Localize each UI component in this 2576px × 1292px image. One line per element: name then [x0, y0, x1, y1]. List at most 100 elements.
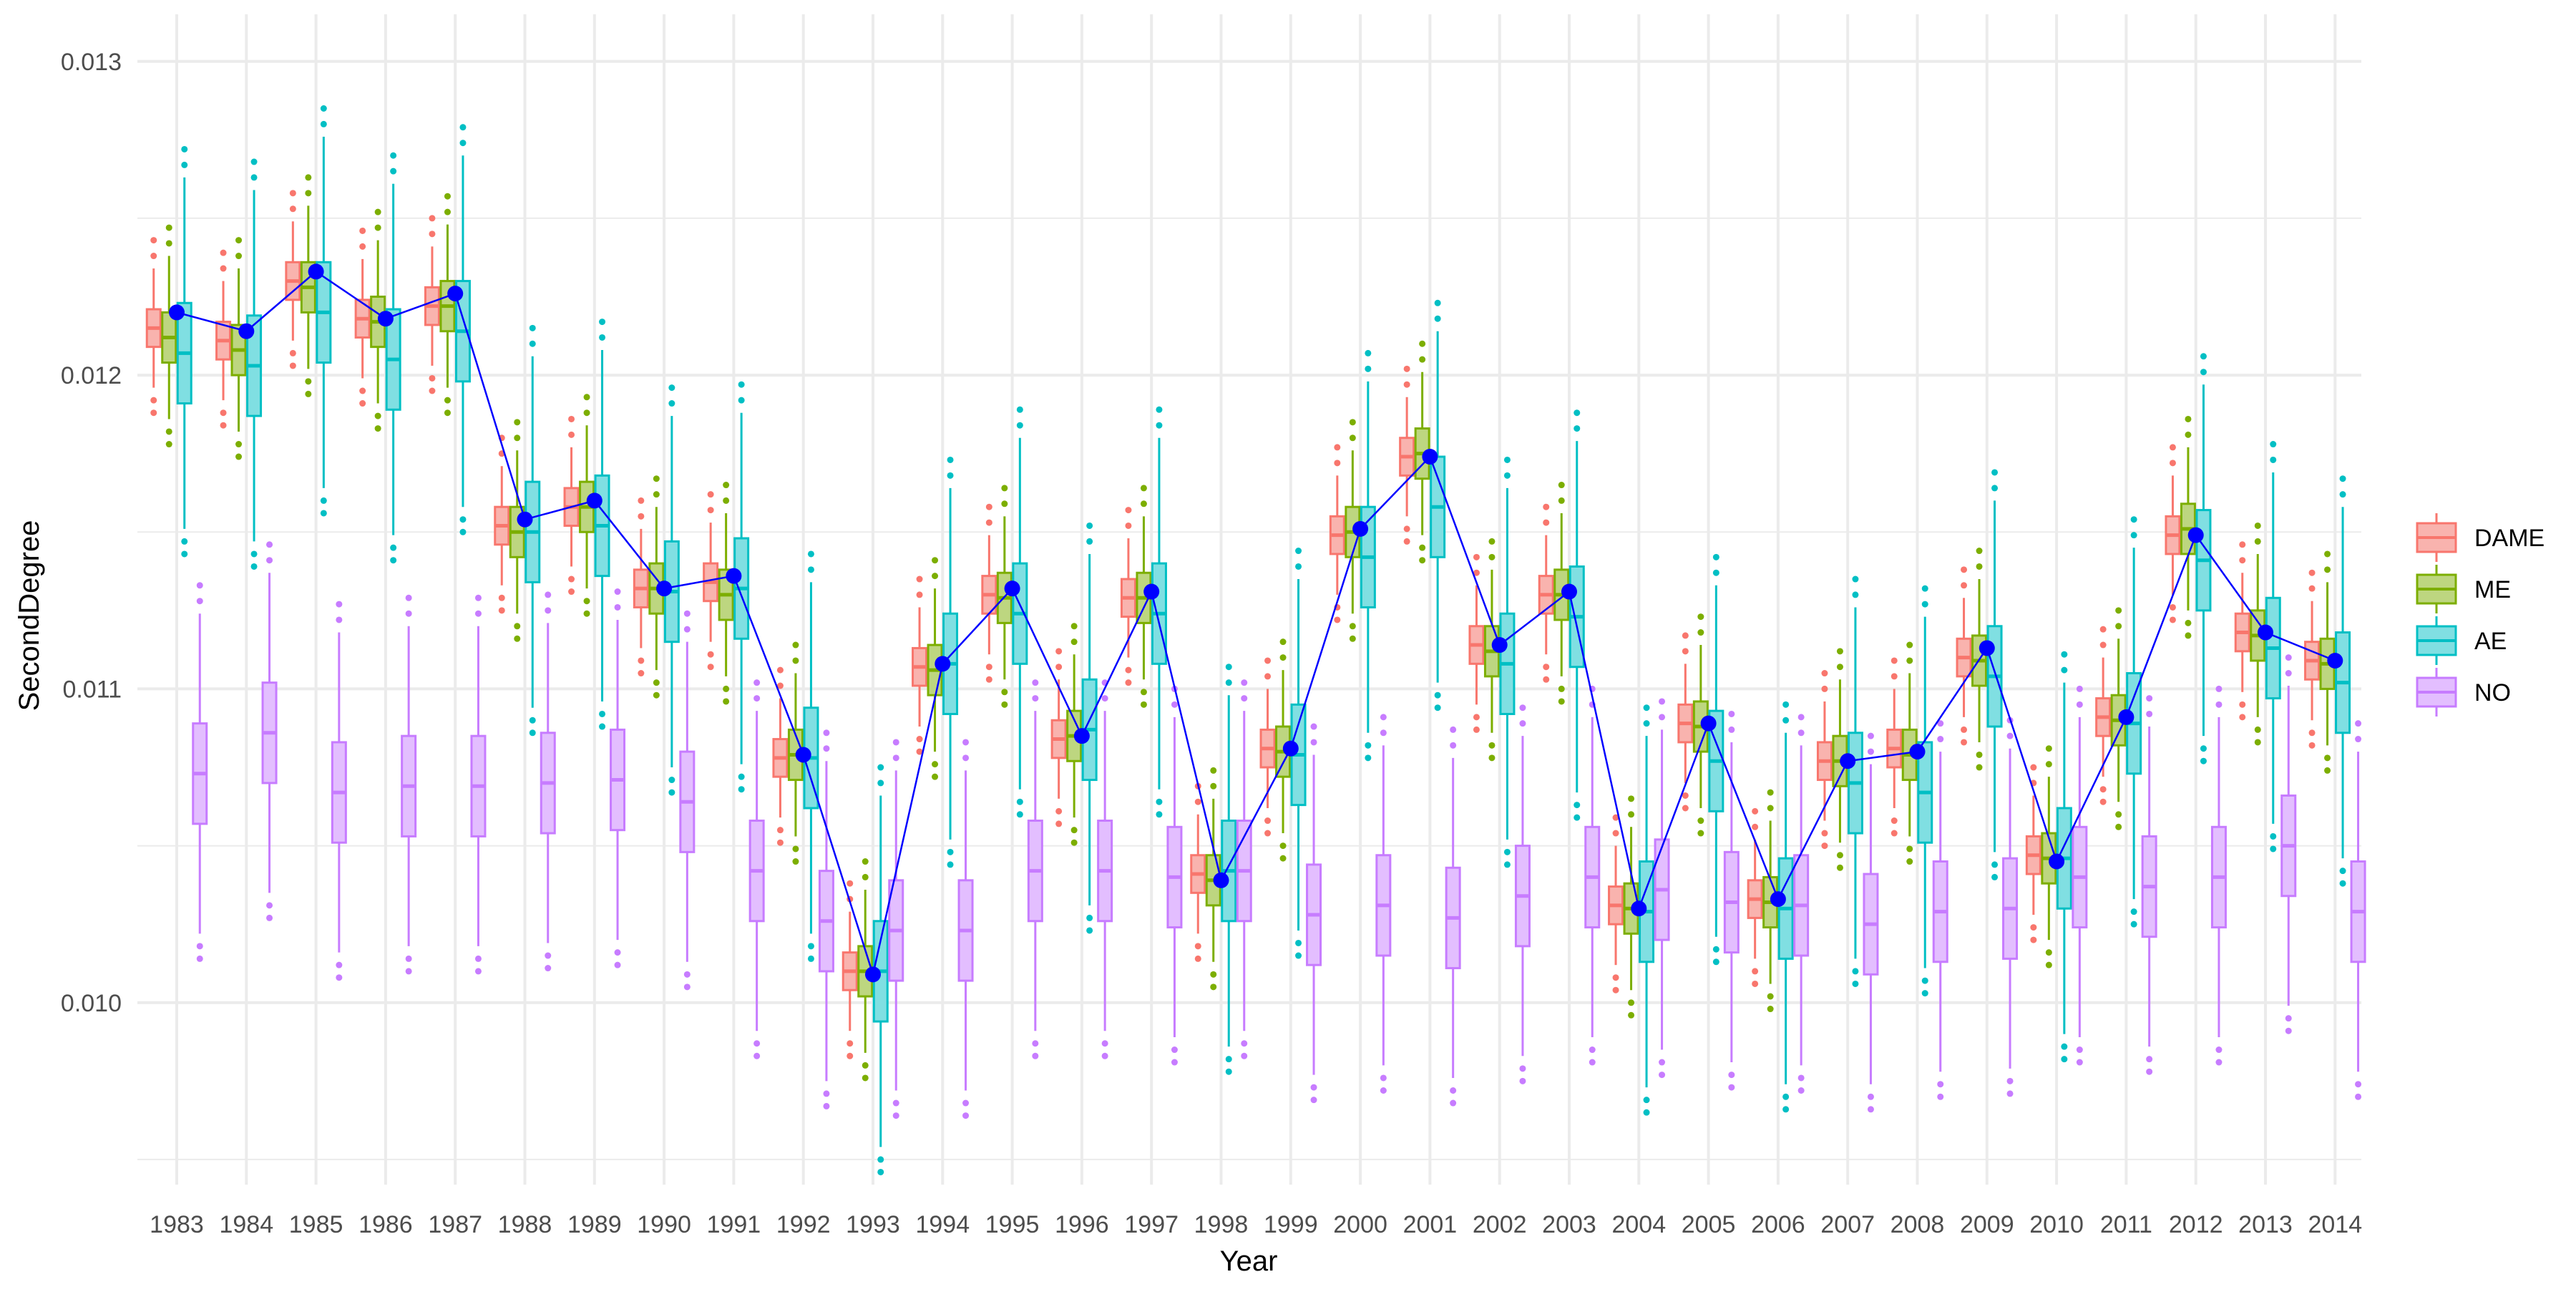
outlier-point [1797, 1074, 1805, 1082]
outlier-point [2169, 444, 2176, 451]
outlier-point [1558, 497, 1565, 504]
box-me [300, 174, 316, 397]
outlier-point [2308, 585, 2316, 592]
outlier-point [823, 729, 830, 737]
outlier-point [2270, 832, 2277, 840]
outlier-point [1086, 522, 1093, 529]
outlier-point [1264, 830, 1272, 837]
box-ae [1568, 409, 1585, 821]
outlier-point [792, 657, 799, 664]
box-me [509, 419, 525, 642]
mean-point [1561, 583, 1577, 600]
box-no [2141, 695, 2157, 1075]
outlier-point [1574, 409, 1581, 417]
box-no [1306, 723, 1322, 1104]
outlier-point [668, 777, 675, 784]
outlier-point [1419, 356, 1426, 363]
outlier-point [1403, 525, 1410, 533]
box-no [261, 541, 278, 921]
outlier-point [1767, 805, 1774, 812]
outlier-point [2200, 757, 2207, 764]
outlier-point [1279, 855, 1287, 862]
outlier-point [1279, 654, 1287, 661]
x-tick-label: 2000 [1333, 1211, 1387, 1238]
mean-point [865, 966, 881, 983]
box-dame [1399, 365, 1415, 545]
outlier-point [1821, 670, 1828, 677]
outlier-point [336, 616, 343, 623]
outlier-point [220, 265, 227, 272]
outlier-point [707, 651, 714, 658]
outlier-point [1921, 990, 1928, 997]
outlier-point [514, 623, 521, 630]
outlier-point [985, 503, 992, 510]
x-tick-label: 1985 [289, 1211, 343, 1238]
box-ae [176, 145, 192, 558]
outlier-point [320, 120, 327, 127]
outlier-point [2200, 745, 2207, 752]
outlier-point [1349, 419, 1356, 426]
legend-item-dame: DAME [2416, 513, 2545, 562]
outlier-point [474, 968, 482, 975]
box-no [679, 610, 696, 991]
outlier-point [1403, 538, 1410, 545]
outlier-point [1682, 792, 1689, 799]
outlier-point [2324, 566, 2331, 573]
outlier-point [1156, 798, 1163, 805]
legend-label: NO [2474, 679, 2511, 706]
outlier-point [220, 422, 227, 429]
outlier-point [305, 390, 312, 397]
outlier-point [1697, 629, 1704, 636]
x-tick-label: 1989 [567, 1211, 622, 1238]
outlier-point [638, 497, 645, 504]
outlier-point [707, 664, 714, 671]
outlier-point [2061, 1056, 2068, 1063]
outlier-point [2185, 431, 2192, 438]
outlier-point [1101, 1040, 1108, 1047]
outlier-point [862, 1074, 869, 1082]
outlier-point [1906, 641, 1913, 649]
outlier-point [1852, 968, 1859, 975]
x-tick-label: 1983 [150, 1211, 204, 1238]
outlier-point [1070, 839, 1078, 846]
outlier-point [1140, 689, 1147, 696]
outlier-point [1961, 726, 1968, 733]
outlier-point [1419, 340, 1426, 347]
outlier-point [1334, 616, 1341, 623]
outlier-point [1419, 544, 1426, 551]
outlier-point [359, 243, 366, 250]
outlier-point [1821, 685, 1828, 692]
outlier-point [1225, 1056, 1232, 1063]
outlier-point [668, 789, 675, 796]
box-no [1027, 679, 1043, 1059]
outlier-point [1659, 1059, 1666, 1066]
outlier-point [862, 873, 869, 880]
outlier-point [1643, 1109, 1650, 1116]
outlier-point [1782, 1093, 1790, 1100]
outlier-point [2146, 1056, 2153, 1063]
outlier-point [474, 594, 482, 601]
outlier-point [916, 575, 923, 583]
outlier-point [1991, 469, 1999, 476]
outlier-point [220, 409, 227, 417]
outlier-point [807, 955, 814, 962]
outlier-point [529, 340, 536, 347]
box-ae [1012, 406, 1028, 818]
outlier-point [545, 965, 552, 972]
outlier-point [1086, 927, 1093, 934]
outlier-point [1473, 726, 1480, 733]
outlier-point [1906, 858, 1913, 865]
outlier-point [653, 491, 660, 498]
outlier-point [1264, 657, 1272, 664]
outlier-point [599, 710, 606, 717]
outlier-point [150, 409, 157, 417]
box-no [401, 594, 417, 975]
outlier-point [1697, 613, 1704, 621]
outlier-point [374, 208, 381, 215]
outlier-point [235, 253, 243, 260]
box-no [331, 601, 347, 981]
box-ae [1917, 585, 1933, 997]
outlier-point [1241, 679, 1248, 686]
outlier-point [529, 324, 536, 331]
outlier-point [1937, 1093, 1944, 1100]
